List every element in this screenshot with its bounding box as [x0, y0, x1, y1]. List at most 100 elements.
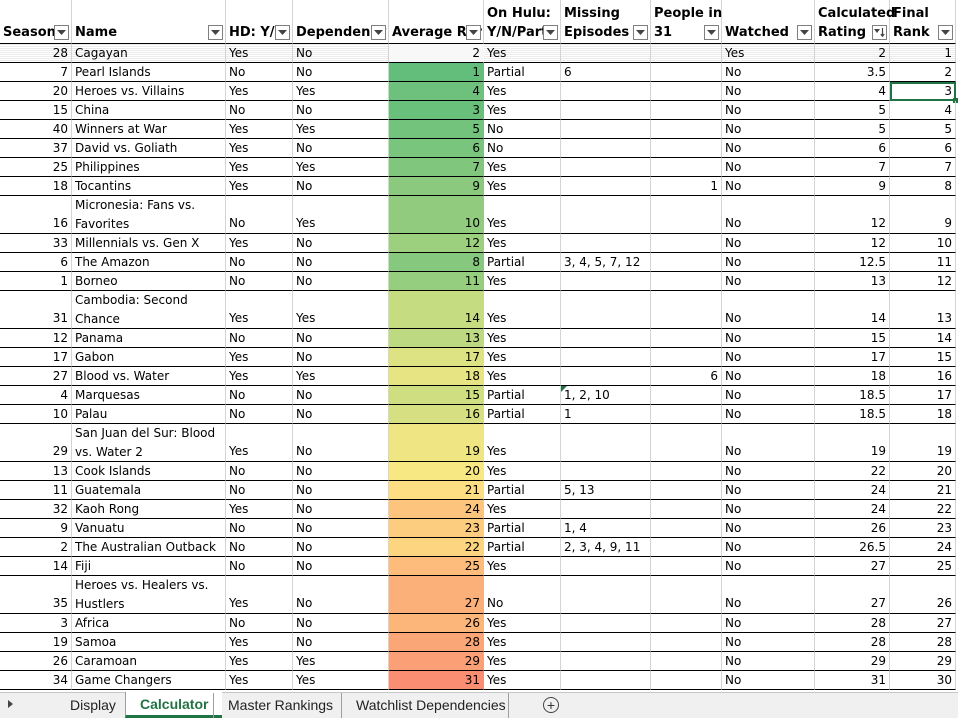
cell-hulu[interactable]: Yes: [484, 158, 561, 177]
cell-hd[interactable]: Yes: [226, 367, 293, 386]
cell-watched[interactable]: No: [722, 614, 815, 633]
cell-watched[interactable]: No: [722, 253, 815, 272]
cell-dependency[interactable]: No: [293, 538, 389, 557]
sheet-nav-arrow-icon[interactable]: [8, 700, 13, 708]
cell-hd[interactable]: No: [226, 253, 293, 272]
cell-people[interactable]: [651, 652, 722, 671]
cell-watched[interactable]: No: [722, 652, 815, 671]
cell-final[interactable]: 3: [890, 82, 958, 103]
cell-final[interactable]: 6: [890, 139, 956, 158]
cell-avg[interactable]: 23: [389, 519, 484, 538]
cell-final[interactable]: 8: [890, 177, 956, 196]
cell-hulu[interactable]: Yes: [484, 367, 561, 386]
cell-calc[interactable]: 18.5: [815, 386, 890, 405]
cell-season[interactable]: 2: [0, 538, 72, 557]
cell-hd[interactable]: No: [226, 405, 293, 424]
cell-final[interactable]: 20: [890, 462, 956, 481]
cell-avg[interactable]: 24: [389, 500, 484, 519]
cell-name[interactable]: The Australian Outback: [72, 538, 226, 557]
cell-avg[interactable]: 20: [389, 462, 484, 481]
cell-season[interactable]: 14: [0, 557, 72, 576]
cell-dependency[interactable]: Yes: [293, 196, 389, 234]
cell-avg[interactable]: 15: [389, 386, 484, 405]
cell-people[interactable]: [651, 576, 722, 614]
cell-season[interactable]: 27: [0, 367, 72, 386]
cell-missing[interactable]: [561, 367, 651, 386]
cell-people[interactable]: [651, 633, 722, 652]
cell-people[interactable]: [651, 614, 722, 633]
cell-hulu[interactable]: Partial: [484, 481, 561, 500]
cell-avg[interactable]: 11: [389, 272, 484, 291]
cell-calc[interactable]: 6: [815, 139, 890, 158]
cell-watched[interactable]: No: [722, 481, 815, 500]
cell-season[interactable]: 33: [0, 234, 72, 253]
cell-calc[interactable]: 9: [815, 177, 890, 196]
cell-hulu[interactable]: Yes: [484, 348, 561, 367]
cell-season[interactable]: 3: [0, 614, 72, 633]
cell-dependency[interactable]: No: [293, 405, 389, 424]
cell-final[interactable]: 24: [890, 538, 956, 557]
cell-season[interactable]: 13: [0, 462, 72, 481]
cell-season[interactable]: 10: [0, 405, 72, 424]
cell-people[interactable]: [651, 462, 722, 481]
cell-name[interactable]: Vanuatu: [72, 519, 226, 538]
cell-avg[interactable]: 4: [389, 82, 484, 101]
filter-dropdown-icon[interactable]: [704, 25, 719, 40]
cell-avg[interactable]: 12: [389, 234, 484, 253]
cell-calc[interactable]: 22: [815, 462, 890, 481]
cell-hulu[interactable]: Yes: [484, 101, 561, 120]
cell-season[interactable]: 20: [0, 82, 72, 101]
cell-calc[interactable]: 24: [815, 481, 890, 500]
cell-season[interactable]: 1: [0, 272, 72, 291]
cell-people[interactable]: [651, 196, 722, 234]
cell-avg[interactable]: 21: [389, 481, 484, 500]
cell-final[interactable]: 19: [890, 424, 956, 462]
cell-missing[interactable]: [561, 82, 651, 101]
cell-people[interactable]: [651, 101, 722, 120]
cell-watched[interactable]: Yes: [722, 44, 815, 63]
cell-dependency[interactable]: No: [293, 101, 389, 120]
cell-missing[interactable]: [561, 158, 651, 177]
cell-avg[interactable]: 7: [389, 158, 484, 177]
cell-watched[interactable]: No: [722, 671, 815, 690]
cell-hd[interactable]: No: [226, 462, 293, 481]
cell-people[interactable]: [651, 120, 722, 139]
cell-season[interactable]: 29: [0, 424, 72, 462]
cell-people[interactable]: [651, 519, 722, 538]
cell-people[interactable]: [651, 538, 722, 557]
cell-hd[interactable]: Yes: [226, 120, 293, 139]
cell-missing[interactable]: [561, 196, 651, 234]
cell-final[interactable]: 22: [890, 500, 956, 519]
cell-missing[interactable]: [561, 329, 651, 348]
cell-calc[interactable]: 2: [815, 44, 890, 63]
filter-dropdown-icon[interactable]: [938, 25, 953, 40]
cell-hulu[interactable]: Yes: [484, 44, 561, 63]
cell-missing[interactable]: [561, 557, 651, 576]
comment-indicator-icon[interactable]: [561, 386, 567, 392]
sort-filter-icon[interactable]: [872, 25, 887, 40]
cell-watched[interactable]: No: [722, 139, 815, 158]
cell-watched[interactable]: No: [722, 82, 815, 101]
cell-season[interactable]: 40: [0, 120, 72, 139]
cell-season[interactable]: 25: [0, 158, 72, 177]
cell-missing[interactable]: [561, 101, 651, 120]
cell-hd[interactable]: Yes: [226, 158, 293, 177]
cell-avg[interactable]: 1: [389, 63, 484, 82]
cell-hd[interactable]: Yes: [226, 576, 293, 614]
cell-missing[interactable]: [561, 139, 651, 158]
cell-season[interactable]: 6: [0, 253, 72, 272]
cell-avg[interactable]: 10: [389, 196, 484, 234]
cell-season[interactable]: 32: [0, 500, 72, 519]
tab-watchlist-dependencies[interactable]: Watchlist Dependencies: [341, 693, 520, 718]
cell-final[interactable]: 25: [890, 557, 956, 576]
cell-calc[interactable]: 3.5: [815, 63, 890, 82]
cell-hulu[interactable]: Yes: [484, 557, 561, 576]
cell-avg[interactable]: 31: [389, 671, 484, 690]
cell-hulu[interactable]: Partial: [484, 386, 561, 405]
cell-name[interactable]: Philippines: [72, 158, 226, 177]
cell-season[interactable]: 37: [0, 139, 72, 158]
cell-season[interactable]: 7: [0, 63, 72, 82]
cell-hulu[interactable]: Partial: [484, 538, 561, 557]
cell-dependency[interactable]: Yes: [293, 120, 389, 139]
cell-hd[interactable]: Yes: [226, 633, 293, 652]
